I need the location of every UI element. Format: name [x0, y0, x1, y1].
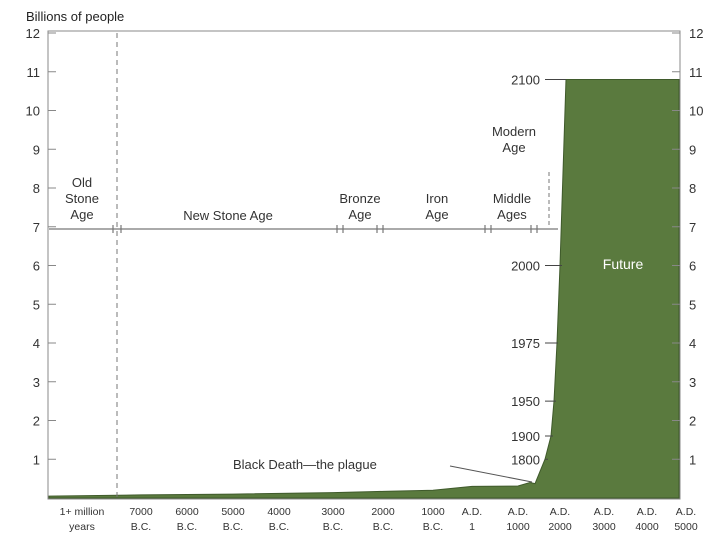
- y-tick-label-right: 9: [689, 142, 696, 157]
- y-tick-label-right: 6: [689, 259, 696, 274]
- y-tick-label-right: 12: [689, 26, 703, 41]
- x-category-label: 1+ million years: [60, 506, 105, 533]
- y-tick-label-left: 10: [26, 104, 40, 119]
- x-category-label: A.D. 2000: [548, 506, 572, 533]
- y-tick-label-left: 9: [33, 142, 40, 157]
- x-category-label: 3000 B.C.: [321, 506, 345, 533]
- era-timeline: [49, 225, 558, 233]
- y-tick-label-left: 3: [33, 375, 40, 390]
- population-area: [48, 79, 680, 499]
- y-tick-label-right: 2: [689, 414, 696, 429]
- x-category-label: A.D. 1000: [506, 506, 530, 533]
- y-tick-label-right: 5: [689, 297, 696, 312]
- year-annotation-label: 1800: [511, 452, 540, 467]
- y-axis-title: Billions of people: [26, 9, 124, 24]
- x-axis-categories: 1+ million years 7000 B.C. 6000 B.C. 5000 B.C. 4…: [60, 506, 698, 533]
- y-tick-label-right: 8: [689, 181, 696, 196]
- plague-annotation: Black Death—the plague: [233, 457, 377, 472]
- x-category-label: 7000 B.C.: [129, 506, 153, 533]
- x-category-label: 1000 B.C.: [421, 506, 445, 533]
- y-tick-label-left: 12: [26, 26, 40, 41]
- era-label-modern-age: Modern Age: [492, 124, 536, 155]
- year-annotation-label: 2100: [511, 73, 540, 88]
- y-tick-label-right: 10: [689, 104, 703, 119]
- era-label-new-stone-age: New Stone Age: [183, 208, 273, 223]
- y-tick-label-left: 7: [33, 220, 40, 235]
- x-category-label: A.D. 1: [462, 506, 482, 533]
- era-label-middle-ages: Middle Ages: [493, 191, 531, 222]
- year-annotation-label: 1975: [511, 336, 540, 351]
- y-tick-label-left: 8: [33, 181, 40, 196]
- y-tick-label-left: 6: [33, 259, 40, 274]
- x-category-label: A.D. 5000: [674, 506, 698, 533]
- y-tick-label-right: 4: [689, 336, 696, 351]
- y-tick-label-right: 1: [689, 452, 696, 467]
- year-annotation-label: 1950: [511, 394, 540, 409]
- x-category-label: 4000 B.C.: [267, 506, 291, 533]
- y-tick-label-left: 5: [33, 297, 40, 312]
- y-tick-label-right: 3: [689, 375, 696, 390]
- era-label-iron-age: Iron Age: [425, 191, 448, 222]
- plague-pointer-line: [449, 465, 533, 483]
- x-category-label: A.D. 3000: [592, 506, 616, 533]
- year-annotation-label: 1900: [511, 429, 540, 444]
- y-tick-label-right: 11: [689, 65, 703, 80]
- y-tick-label-left: 2: [33, 414, 40, 429]
- era-label-old-stone-age: Old Stone Age: [65, 175, 99, 222]
- y-tick-label-right: 7: [689, 220, 696, 235]
- year-annotation-label: 2000: [511, 259, 540, 274]
- year-annotations: 2100 2000 1975 1950 1900 1800: [511, 73, 566, 467]
- y-tick-label-left: 4: [33, 336, 40, 351]
- x-category-label: 2000 B.C.: [371, 506, 395, 533]
- y-tick-label-left: 1: [33, 452, 40, 467]
- x-category-label: 5000 B.C.: [221, 506, 245, 533]
- era-label-bronze-age: Bronze Age: [339, 191, 380, 222]
- future-label: Future: [603, 256, 644, 272]
- x-category-label: 6000 B.C.: [175, 506, 199, 533]
- x-category-label: A.D. 4000: [635, 506, 659, 533]
- y-tick-label-left: 11: [27, 65, 41, 80]
